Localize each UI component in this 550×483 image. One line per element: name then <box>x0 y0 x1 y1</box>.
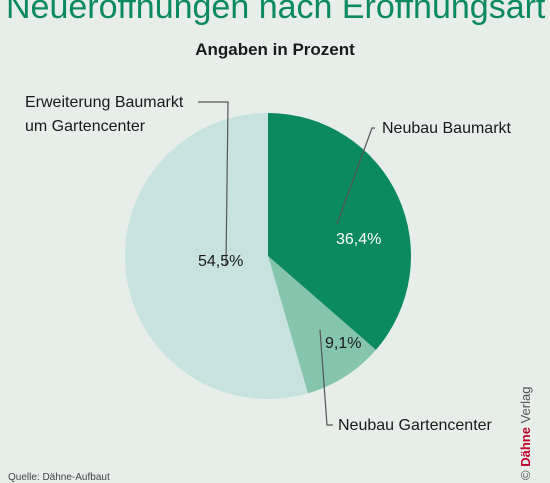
chart-subtitle: Angaben in Prozent <box>195 40 355 59</box>
pie-slice-0 <box>268 113 412 350</box>
copyright-symbol: © <box>518 470 533 480</box>
leader-line-0 <box>336 127 375 225</box>
pie-slice-2 <box>124 112 308 399</box>
slice-value-label-2: 54,5% <box>198 253 243 270</box>
publisher-suffix: Verlag <box>518 386 533 428</box>
slice-value-label-1: 9,1% <box>325 335 361 352</box>
source-note: Quelle: Dähne-Aufbaut <box>8 472 110 483</box>
page-title: Neueröffnungen nach Eröffnungsart <box>6 0 546 26</box>
publisher-brand: Dähne <box>518 427 533 467</box>
slice-value-label-0: 36,4% <box>336 231 381 248</box>
slice-category-label-1: Neubau Gartencenter <box>338 417 493 434</box>
leader-line-2 <box>198 101 229 267</box>
copyright-credit: © Dähne Verlag <box>518 387 533 480</box>
leader-line-1 <box>319 329 333 426</box>
slice-category-label-2: Erweiterung Baumarkt <box>25 94 184 111</box>
slice-category-label-0: Neubau Baumarkt <box>382 120 512 137</box>
pie-slice-1 <box>268 256 376 394</box>
slice-category-label-2: um Gartencenter <box>25 118 146 135</box>
